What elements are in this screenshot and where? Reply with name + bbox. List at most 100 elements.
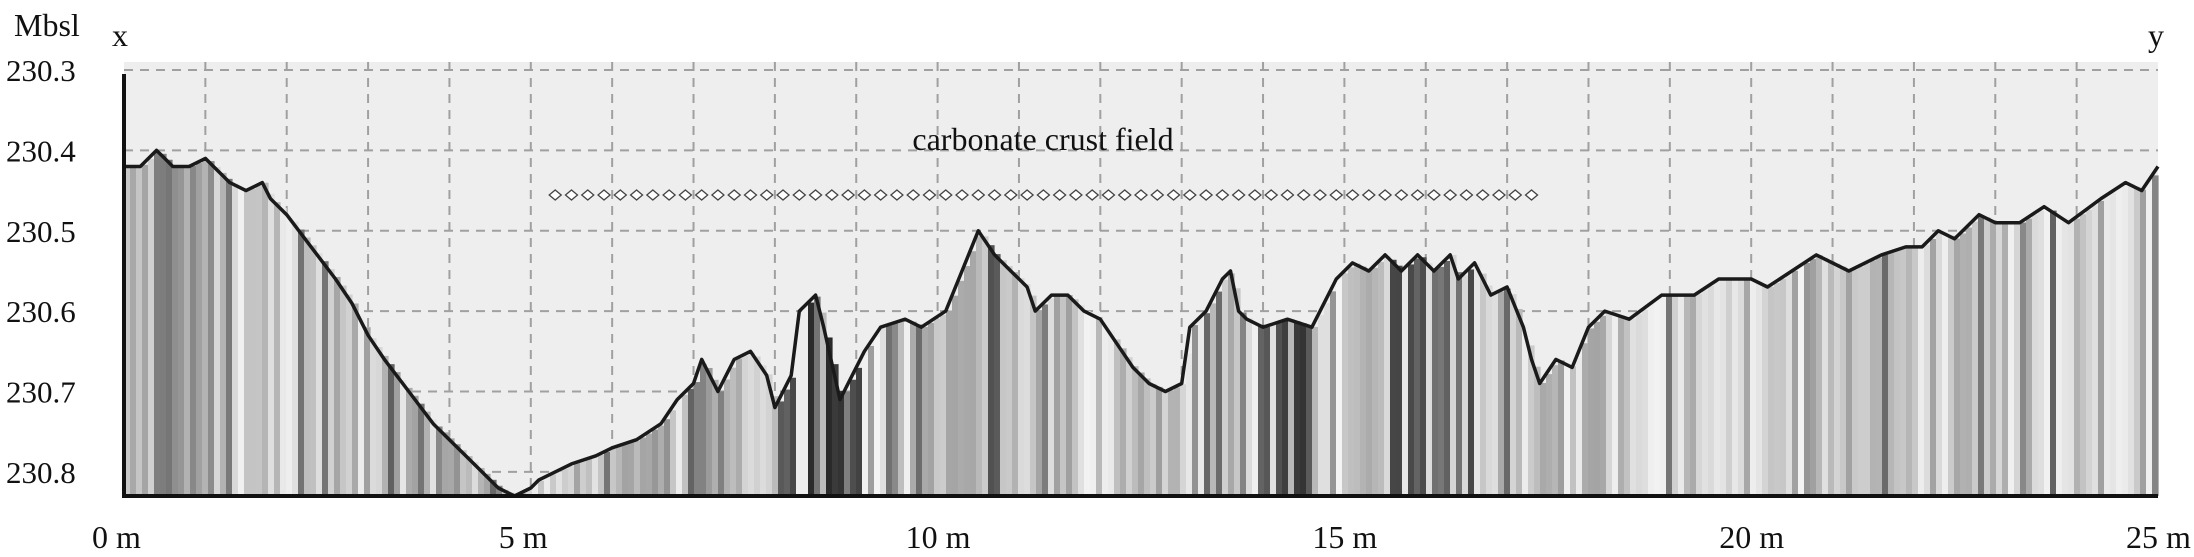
seafloor-texture-stripe <box>1114 339 1121 496</box>
seafloor-texture-stripe <box>664 419 671 496</box>
profile-line <box>124 148 2160 498</box>
crust-marker <box>1345 189 1360 201</box>
seafloor-texture-stripe <box>1282 320 1289 496</box>
seafloor-texture-stripe <box>754 356 761 496</box>
seafloor-texture-stripe <box>1024 283 1031 496</box>
seafloor-texture-stripe <box>238 186 245 496</box>
seafloor-texture-stripe <box>1030 295 1037 496</box>
seafloor-texture-stripe <box>2044 206 2051 496</box>
seafloor-texture-stripe <box>2038 210 2045 497</box>
seafloor-texture-stripe <box>400 379 407 496</box>
seafloor-texture-stripe <box>1168 390 1175 496</box>
seafloor-texture-stripe <box>622 444 629 496</box>
seafloor-texture-stripe <box>454 444 461 496</box>
x-tick-label: 5 m <box>499 519 548 555</box>
seafloor-texture-stripe <box>964 266 971 496</box>
seafloor-texture-stripe <box>418 403 425 496</box>
y-tick-label: 230.3 <box>6 53 76 88</box>
seafloor-texture-stripe <box>1090 314 1097 496</box>
seafloor-texture-stripe <box>1696 293 1703 496</box>
seafloor-texture-stripe <box>1756 281 1763 496</box>
seafloor-texture-stripe <box>676 401 683 496</box>
seafloor-texture-stripe <box>736 358 743 496</box>
seafloor-texture-stripe <box>598 454 605 496</box>
seafloor-texture-stripe <box>1660 296 1667 496</box>
seafloor-texture-stripe <box>172 165 179 496</box>
seafloor-texture-stripe <box>1366 269 1373 496</box>
crust-marker <box>971 189 986 201</box>
seafloor-texture-stripe <box>1312 326 1319 496</box>
seafloor-texture-stripe <box>1348 267 1355 496</box>
seafloor-texture-stripe <box>166 159 173 496</box>
seafloor-texture-stripe <box>1678 295 1685 496</box>
seafloor-texture-stripe <box>994 254 1001 496</box>
crust-marker <box>1003 189 1018 201</box>
crust-marker <box>662 189 677 201</box>
seafloor-texture-stripe <box>550 474 557 496</box>
crust-marker <box>1475 189 1490 201</box>
seafloor-texture-stripe <box>1858 266 1865 496</box>
seafloor-texture-stripe <box>586 459 593 496</box>
seafloor-texture-stripe <box>1804 262 1811 496</box>
crust-marker <box>1166 189 1181 201</box>
crust-marker <box>1182 189 1197 201</box>
seafloor-texture-stripe <box>352 303 359 496</box>
seafloor-texture-stripe <box>1852 269 1859 496</box>
seafloor-texture-stripe <box>1762 284 1769 496</box>
seafloor-texture-stripe <box>250 188 257 497</box>
seafloor-texture-stripe <box>916 324 923 496</box>
seafloor-texture-stripe <box>316 253 323 496</box>
seafloor-texture-stripe <box>268 193 275 496</box>
seafloor-texture-stripe <box>844 391 851 496</box>
crust-marker <box>580 189 595 201</box>
seafloor-texture-stripe <box>1648 305 1655 496</box>
seafloor-texture-stripe <box>256 185 263 497</box>
seafloor-texture-stripe <box>1726 279 1733 496</box>
x-tick-label: 15 m <box>1312 519 1377 555</box>
seafloor-texture-stripe <box>1306 325 1313 496</box>
seafloor-texture-stripe <box>2086 209 2093 496</box>
seafloor-texture-stripe <box>1198 319 1205 496</box>
seafloor-texture-stripe <box>868 345 875 496</box>
seafloor-texture-stripe <box>898 321 905 496</box>
seafloor-texture-stripe <box>1894 250 1901 496</box>
seafloor-texture-stripe <box>2056 214 2063 496</box>
seafloor-texture-stripe <box>748 352 755 496</box>
seafloor-texture-stripe <box>1870 260 1877 496</box>
crust-marker <box>987 189 1002 201</box>
seafloor-texture-stripe <box>1480 273 1487 496</box>
seafloor-texture-stripe <box>1108 330 1115 496</box>
seafloor-texture-stripe <box>1498 291 1505 496</box>
seafloor-texture-stripe <box>556 471 563 496</box>
seafloor-texture-stripe <box>1978 215 1985 496</box>
seafloor-texture-stripe <box>790 377 797 496</box>
seafloor-texture-stripe <box>1630 318 1637 496</box>
seafloor-texture-stripe <box>1018 278 1025 496</box>
seafloor-texture-stripe <box>1210 303 1217 496</box>
seafloor-texture-stripe <box>1780 278 1787 496</box>
seafloor-texture-stripe <box>2104 196 2111 497</box>
seafloor-texture-stripe <box>778 401 785 496</box>
seafloor-texture-stripe <box>1990 220 1997 496</box>
seafloor-texture-stripe <box>1012 272 1019 496</box>
seafloor-texture-stripe <box>1594 321 1601 496</box>
seafloor-texture-stripe <box>322 261 329 496</box>
seafloor-texture-stripe <box>1336 279 1343 496</box>
seafloor-texture-stripe <box>706 367 713 496</box>
seafloor-texture-stripe <box>616 446 623 496</box>
seafloor-texture-stripe <box>1138 372 1145 496</box>
seafloor-texture-stripe <box>922 326 929 496</box>
seafloor-texture-stripe <box>802 308 809 496</box>
seafloor-texture-stripe <box>334 276 341 496</box>
seafloor-texture-stripe <box>562 468 569 496</box>
seafloor-texture-stripe <box>1534 366 1541 496</box>
crust-marker <box>564 189 579 201</box>
crust-marker <box>1247 189 1262 201</box>
x-tick-label: 25 m <box>2126 519 2191 555</box>
seafloor-texture-stripe <box>670 410 677 496</box>
seafloor-texture-stripe <box>2128 183 2135 497</box>
crust-marker <box>824 189 839 201</box>
seafloor-texture-stripe <box>970 251 977 496</box>
seafloor-texture-stripe <box>358 315 365 496</box>
seafloor-texture-stripe <box>658 425 665 496</box>
